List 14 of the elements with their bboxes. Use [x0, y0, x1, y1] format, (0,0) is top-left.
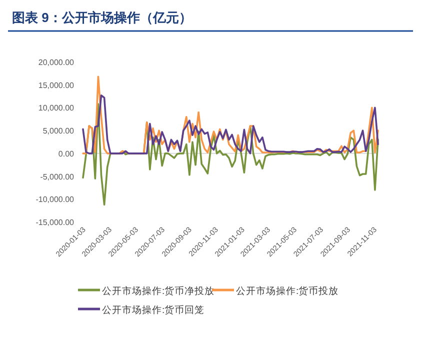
y-tick-label: 5,000.00: [42, 126, 75, 136]
legend-label: 公开市场操作:货币投放: [236, 285, 339, 297]
y-tick-label: 0.00: [58, 149, 75, 158]
y-tick-label: 20,000.00: [38, 58, 75, 67]
y-tick-label: 10,000.00: [38, 104, 75, 113]
line-series: [82, 103, 379, 206]
y-tick-label: 15,000.00: [38, 80, 75, 90]
line-series: [82, 76, 379, 154]
legend-label: 公开市场操作:货币回笼: [102, 304, 205, 316]
chart-title: 图表 9：公开市场操作（亿元）: [12, 10, 192, 25]
y-tick-label: -5,000.00: [40, 172, 75, 182]
y-tick-label: -15,000.00: [36, 218, 75, 227]
line-series: [82, 94, 379, 154]
y-tick-label: -10,000.00: [36, 195, 75, 204]
